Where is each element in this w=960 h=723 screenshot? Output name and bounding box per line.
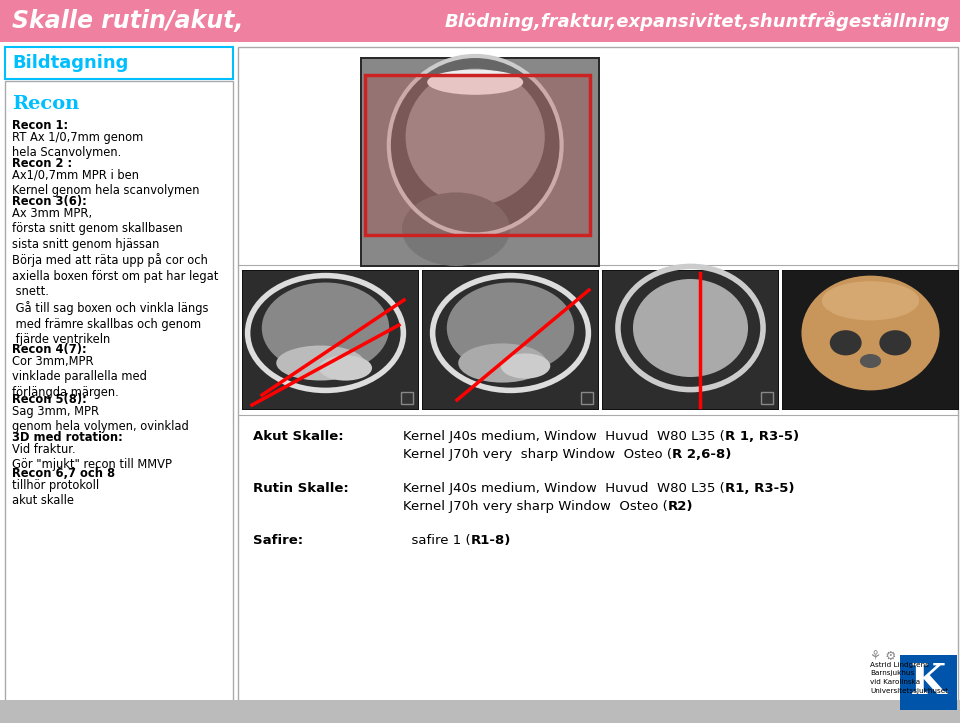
Bar [422, 270, 599, 410]
Text: Skalle rutin/akut,: Skalle rutin/akut, [12, 9, 244, 33]
Bar [581, 392, 593, 404]
Text: Kernel J40s medium, Window  Huvud  W80 L35 (: Kernel J40s medium, Window Huvud W80 L35… [403, 482, 725, 495]
Text: Recon 6,7 och 8: Recon 6,7 och 8 [12, 467, 115, 480]
Bar [782, 270, 959, 410]
Text: 3D med rotation:: 3D med rotation: [12, 431, 123, 444]
Ellipse shape [822, 281, 919, 320]
Text: Bildtagning: Bildtagning [12, 54, 129, 72]
Bar [761, 392, 773, 404]
Text: Blödning,fraktur,expansivitet,shuntfrågeställning: Blödning,fraktur,expansivitet,shuntfråge… [444, 11, 950, 31]
Text: Ax 3mm MPR,
första snitt genom skallbasen
sista snitt genom hjässan
Börja med at: Ax 3mm MPR, första snitt genom skallbase… [12, 207, 218, 346]
Ellipse shape [860, 354, 881, 368]
Text: Rutin Skalle:: Rutin Skalle: [253, 482, 348, 495]
Text: Recon 5(8):: Recon 5(8): [12, 393, 86, 406]
Ellipse shape [276, 346, 365, 380]
Bar [5, 47, 233, 79]
Text: Kernel J70h very  sharp Window  Osteo (: Kernel J70h very sharp Window Osteo ( [403, 448, 672, 461]
Text: R 2,6-8): R 2,6-8) [672, 448, 732, 461]
Text: tillhör protokoll
akut skalle: tillhör protokoll akut skalle [12, 479, 99, 507]
Ellipse shape [458, 343, 547, 382]
Text: Kernel J40s medium, Window  Huvud  W80 L35 (: Kernel J40s medium, Window Huvud W80 L35… [403, 430, 725, 443]
Bar [0, 0, 960, 42]
Bar [362, 59, 598, 265]
Ellipse shape [501, 354, 550, 379]
Text: Recon 4(7):: Recon 4(7): [12, 343, 86, 356]
Bar [423, 271, 598, 409]
Bar [401, 392, 413, 404]
Bar [783, 271, 958, 409]
Bar [238, 47, 958, 707]
Text: ⚘ ⚙: ⚘ ⚙ [870, 650, 897, 663]
Text: Akut Skalle:: Akut Skalle: [253, 430, 344, 443]
Bar [602, 270, 779, 410]
Text: Safire:: Safire: [253, 534, 303, 547]
Bar [900, 655, 957, 710]
Ellipse shape [633, 279, 748, 377]
Ellipse shape [262, 283, 389, 374]
Ellipse shape [879, 330, 911, 356]
Ellipse shape [829, 330, 862, 356]
Ellipse shape [389, 56, 562, 234]
Text: R 1, R3-5): R 1, R3-5) [725, 430, 799, 443]
Text: Recon 3(6):: Recon 3(6): [12, 195, 86, 208]
Text: R1-8): R1-8) [470, 534, 511, 547]
Text: Vid fraktur.
Gör "mjukt" recon till MMVP: Vid fraktur. Gör "mjukt" recon till MMVP [12, 442, 172, 471]
Text: K: K [910, 661, 947, 703]
Text: Recon 2 :: Recon 2 : [12, 157, 72, 170]
Text: Cor 3mm,MPR
vinklade parallella med
förlängda märgen.: Cor 3mm,MPR vinklade parallella med förl… [12, 354, 147, 398]
Text: Recon: Recon [12, 95, 80, 113]
Text: R2): R2) [668, 500, 693, 513]
Bar [365, 75, 590, 235]
Text: R1, R3-5): R1, R3-5) [725, 482, 794, 495]
Text: Recon 1:: Recon 1: [12, 119, 68, 132]
Text: RT Ax 1/0,7mm genom
hela Scanvolymen.: RT Ax 1/0,7mm genom hela Scanvolymen. [12, 131, 143, 159]
Bar [243, 271, 418, 409]
Text: safire 1 (: safire 1 ( [403, 534, 470, 547]
Ellipse shape [446, 283, 574, 374]
Ellipse shape [427, 69, 523, 95]
Bar [360, 57, 600, 267]
Ellipse shape [802, 275, 940, 390]
Text: Ax1/0,7mm MPR i ben
Kernel genom hela scanvolymen: Ax1/0,7mm MPR i ben Kernel genom hela sc… [12, 168, 200, 197]
Ellipse shape [319, 356, 372, 380]
Bar [5, 81, 233, 707]
Text: Sag 3mm, MPR
genom hela volymen, ovinklad: Sag 3mm, MPR genom hela volymen, ovinkla… [12, 405, 189, 433]
Bar [603, 271, 778, 409]
Ellipse shape [406, 69, 544, 205]
Text: Kernel J70h very sharp Window  Osteo (: Kernel J70h very sharp Window Osteo ( [403, 500, 668, 513]
Ellipse shape [402, 192, 510, 266]
Bar [0, 700, 960, 723]
Text: Astrid Lindgrens
Barnsjukhus
vid Karolinska
Universitetssjukhuset: Astrid Lindgrens Barnsjukhus vid Karolin… [870, 662, 948, 693]
Bar [242, 270, 419, 410]
